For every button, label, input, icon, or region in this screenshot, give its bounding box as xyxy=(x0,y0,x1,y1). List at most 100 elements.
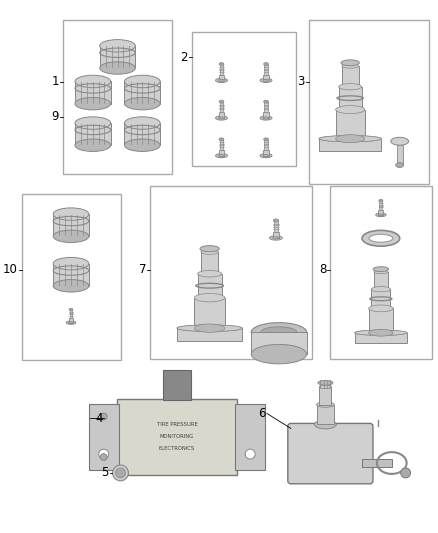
Ellipse shape xyxy=(341,60,359,66)
Ellipse shape xyxy=(362,230,400,246)
Ellipse shape xyxy=(200,246,219,252)
Ellipse shape xyxy=(263,79,269,82)
Ellipse shape xyxy=(391,138,409,145)
Ellipse shape xyxy=(369,329,393,336)
Ellipse shape xyxy=(336,106,365,114)
Ellipse shape xyxy=(379,199,383,202)
Ellipse shape xyxy=(339,84,362,90)
Ellipse shape xyxy=(318,381,333,385)
Bar xyxy=(263,112,269,118)
Ellipse shape xyxy=(263,155,269,157)
Bar xyxy=(124,123,160,145)
Ellipse shape xyxy=(69,309,73,311)
Ellipse shape xyxy=(261,327,297,338)
Text: 4: 4 xyxy=(95,412,102,425)
Text: MONITORING: MONITORING xyxy=(160,434,194,439)
Bar xyxy=(150,186,311,359)
Ellipse shape xyxy=(270,236,282,240)
Bar xyxy=(342,66,359,87)
Bar xyxy=(219,64,223,75)
Bar xyxy=(397,145,403,165)
Ellipse shape xyxy=(342,63,359,68)
Ellipse shape xyxy=(273,219,279,222)
Ellipse shape xyxy=(75,117,111,130)
Bar xyxy=(369,309,393,333)
Bar xyxy=(219,150,224,156)
Bar xyxy=(309,20,429,184)
Ellipse shape xyxy=(263,117,269,119)
Bar xyxy=(219,139,223,150)
FancyBboxPatch shape xyxy=(288,423,373,484)
FancyBboxPatch shape xyxy=(235,403,265,470)
Bar xyxy=(53,264,89,286)
Bar xyxy=(273,232,279,238)
Ellipse shape xyxy=(264,63,268,66)
Ellipse shape xyxy=(194,324,225,333)
Ellipse shape xyxy=(219,117,224,119)
Bar xyxy=(192,33,296,166)
Ellipse shape xyxy=(355,330,407,335)
Ellipse shape xyxy=(219,138,224,141)
Bar xyxy=(21,193,120,360)
Ellipse shape xyxy=(219,63,224,66)
Ellipse shape xyxy=(260,154,272,158)
Ellipse shape xyxy=(378,214,383,216)
Ellipse shape xyxy=(319,135,381,142)
Text: 10: 10 xyxy=(3,263,18,277)
Text: 5: 5 xyxy=(101,466,109,479)
Bar xyxy=(198,274,222,298)
FancyBboxPatch shape xyxy=(117,399,237,475)
Bar xyxy=(163,370,191,400)
Ellipse shape xyxy=(99,449,109,459)
Ellipse shape xyxy=(245,449,255,459)
FancyBboxPatch shape xyxy=(89,403,119,470)
Bar xyxy=(317,405,334,424)
Ellipse shape xyxy=(260,116,272,120)
Bar xyxy=(219,102,223,112)
Ellipse shape xyxy=(124,75,160,88)
Text: 2: 2 xyxy=(180,51,188,63)
Bar xyxy=(264,139,268,150)
Ellipse shape xyxy=(116,468,125,478)
Ellipse shape xyxy=(374,270,388,274)
Bar xyxy=(75,123,111,145)
Bar xyxy=(378,210,383,215)
Bar xyxy=(69,318,74,322)
Ellipse shape xyxy=(124,98,160,110)
Bar xyxy=(75,82,111,103)
Bar xyxy=(374,272,388,289)
Text: 7: 7 xyxy=(139,263,146,277)
Text: 8: 8 xyxy=(319,263,326,277)
Bar xyxy=(264,102,268,112)
Bar xyxy=(63,20,172,174)
Bar xyxy=(201,252,218,274)
Bar xyxy=(330,186,432,359)
Ellipse shape xyxy=(75,98,111,110)
Ellipse shape xyxy=(100,454,107,461)
Ellipse shape xyxy=(100,62,135,74)
Ellipse shape xyxy=(53,257,89,270)
Ellipse shape xyxy=(314,420,336,429)
Ellipse shape xyxy=(215,116,227,120)
Bar xyxy=(177,328,242,341)
Ellipse shape xyxy=(355,330,407,335)
Ellipse shape xyxy=(75,75,111,88)
Bar xyxy=(219,112,224,118)
Ellipse shape xyxy=(373,266,389,272)
Bar xyxy=(371,289,390,309)
Ellipse shape xyxy=(75,139,111,151)
Ellipse shape xyxy=(369,305,393,312)
Text: TIRE PRESSURE: TIRE PRESSURE xyxy=(156,422,197,427)
Ellipse shape xyxy=(219,100,224,103)
Ellipse shape xyxy=(219,79,224,82)
Ellipse shape xyxy=(53,208,89,220)
Ellipse shape xyxy=(53,230,89,243)
Ellipse shape xyxy=(319,385,332,389)
Ellipse shape xyxy=(401,468,410,478)
Text: 9: 9 xyxy=(52,110,59,123)
Bar xyxy=(263,150,269,156)
Bar xyxy=(70,310,73,318)
Ellipse shape xyxy=(371,287,390,292)
Ellipse shape xyxy=(100,413,107,420)
Ellipse shape xyxy=(100,39,135,52)
